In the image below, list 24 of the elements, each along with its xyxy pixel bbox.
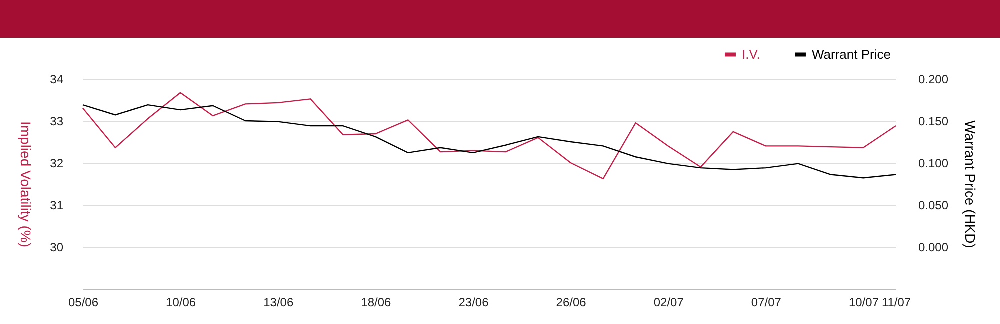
y-tick-label: 32: [50, 156, 64, 170]
x-tick-label: 18/06: [361, 296, 392, 310]
x-tick-label: 10/07: [848, 296, 880, 310]
y-axis-title: Implied Volatility (%): [18, 121, 34, 248]
y2-tick-label: 0.200: [918, 72, 949, 86]
legend-label: Warrant Price: [812, 46, 891, 62]
x-tick-label: 05/06: [68, 296, 99, 310]
x-tick-label: 10/06: [166, 296, 196, 310]
x-tick-label: 26/06: [556, 296, 587, 310]
legend-label: I.V.: [742, 46, 760, 62]
y-tick-label: 34: [50, 72, 64, 86]
y-tick-label: 31: [50, 198, 64, 212]
y-tick-label: 30: [50, 240, 64, 254]
x-tick-label: 07/07: [751, 296, 782, 310]
x-tick-label: 11/07: [882, 296, 912, 310]
y2-tick-label: 0.100: [918, 156, 949, 170]
x-tick-label: 02/07: [654, 296, 684, 310]
y-tick-label: 33: [50, 114, 64, 128]
x-tick-label: 23/06: [458, 296, 490, 310]
y2-tick-label: 0.050: [918, 198, 949, 212]
y2-tick-label: 0.000: [918, 240, 949, 254]
y2-tick-label: 0.150: [918, 114, 949, 128]
y2-axis-title: Warrant Price (HKD): [962, 120, 979, 248]
x-tick-label: 13/06: [264, 296, 294, 310]
